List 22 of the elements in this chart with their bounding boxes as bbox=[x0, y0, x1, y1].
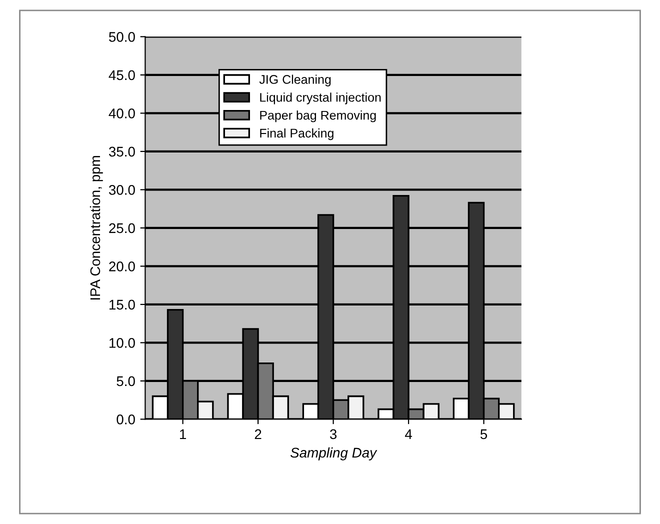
legend-label: Final Packing bbox=[260, 128, 334, 140]
legend-label: Paper bag Removing bbox=[260, 110, 376, 122]
x-tick-label: 4 bbox=[404, 429, 412, 439]
y-tick-label: 5.0 bbox=[116, 376, 135, 386]
x-tick-label: 3 bbox=[330, 429, 337, 440]
y-tick-label: 20.0 bbox=[109, 262, 135, 272]
y-tick-label: 25.0 bbox=[109, 223, 135, 234]
legend-label: JIG Cleaning bbox=[259, 74, 331, 86]
y-tick-label: 45.0 bbox=[108, 70, 135, 80]
y-tick-label: 0.0 bbox=[116, 414, 135, 424]
x-tick-label: 5 bbox=[480, 429, 488, 440]
y-tick-label: 10.0 bbox=[110, 338, 135, 348]
y-tick-label: 30.0 bbox=[108, 185, 135, 195]
x-tick-label: 2 bbox=[254, 429, 262, 439]
x-tick-label: 1 bbox=[180, 429, 186, 439]
legend-label: Liquid crystal injection bbox=[260, 92, 381, 104]
y-tick-label: 15.0 bbox=[110, 300, 135, 310]
y-axis-title: IPA Concentration, ppm bbox=[90, 156, 103, 300]
x-axis-title: Sampling Day bbox=[290, 447, 378, 460]
y-tick-label: 35.0 bbox=[108, 146, 135, 157]
y-tick-label: 40.0 bbox=[108, 108, 135, 118]
y-tick-label: 50.0 bbox=[109, 32, 135, 42]
